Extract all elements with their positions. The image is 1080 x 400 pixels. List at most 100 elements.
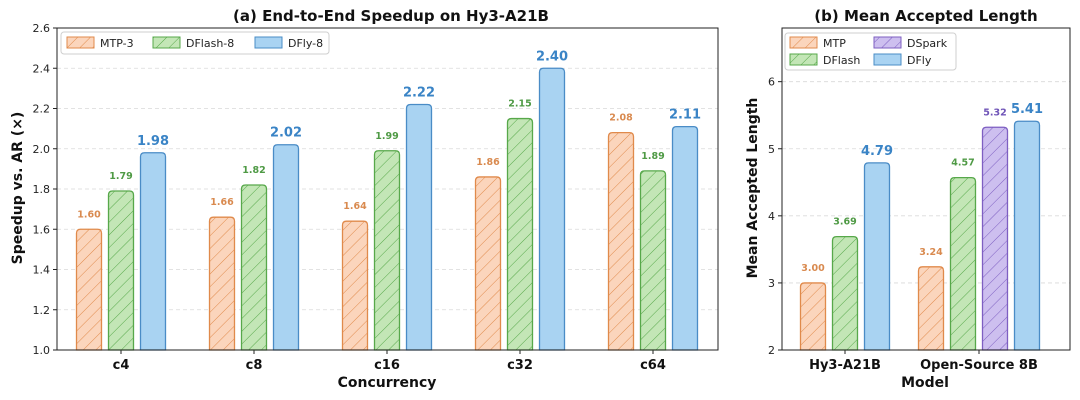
chart-a-yticks: 1.0 1.2 1.4 1.6 1.8 2.0 2.2 2.4 2.6 — [33, 22, 57, 357]
data-label-dflash-open-source-8b: 4.57 — [951, 158, 974, 169]
chart-a-title: (a) End-to-End Speedup on Hy3-A21B — [233, 7, 549, 25]
data-label-dflash-8-c32: 2.15 — [508, 99, 531, 110]
chart-b-bars — [799, 120, 1041, 351]
legend-label-mtp: MTP — [823, 37, 846, 50]
legend-label-dflash-8: DFlash-8 — [186, 37, 234, 50]
chart-b-ylabel: Mean Accepted Length — [745, 98, 761, 279]
ytick-label: 1.0 — [33, 344, 51, 357]
data-label-mtp-3-c64: 2.08 — [609, 113, 633, 124]
data-label-mtp-3-c8: 1.66 — [210, 197, 234, 208]
chart-a-bars — [75, 67, 699, 351]
chart-b-title: (b) Mean Accepted Length — [814, 7, 1037, 25]
xtick-label-c4: c4 — [113, 358, 130, 373]
bar-mtp-3-c64 — [607, 132, 635, 351]
data-label-dfly-hy3-a21b: 4.79 — [861, 144, 893, 159]
legend-swatch-dflash-8 — [152, 36, 181, 49]
data-label-mtp-open-source-8b: 3.24 — [919, 247, 943, 258]
ytick-label: 2.0 — [33, 143, 51, 156]
bar-dfly-8-c64 — [671, 125, 699, 351]
data-label-dspark-open-source-8b: 5.32 — [983, 107, 1006, 118]
ytick-label: 2.6 — [33, 22, 51, 35]
legend-swatch-dfly-8 — [254, 36, 283, 49]
legend-swatch-dspark — [873, 36, 902, 49]
bar-dflash-8-c4 — [107, 190, 135, 351]
bar-dflash-8-c32 — [506, 117, 534, 351]
chart-a-legend: MTP-3 DFlash-8 DFly-8 — [60, 31, 330, 55]
data-label-dflash-8-c64: 1.89 — [641, 151, 664, 162]
ytick-label: 1.2 — [33, 304, 51, 317]
legend-label-dspark: DSpark — [907, 37, 948, 50]
data-label-dflash-hy3-a21b: 3.69 — [833, 217, 856, 228]
bar-dspark-open-source-8b — [981, 126, 1009, 351]
chart-a-frame — [56, 27, 719, 351]
ytick-label: 3 — [768, 277, 775, 290]
data-label-dflash-8-c4: 1.79 — [109, 171, 132, 182]
data-label-dflash-8-c8: 1.82 — [242, 165, 265, 176]
xtick-label-c32: c32 — [507, 358, 533, 373]
legend-swatch-mtp — [789, 36, 818, 49]
chart-a-xlabel: Concurrency — [338, 375, 437, 391]
data-label-dfly-8-c16: 2.22 — [403, 85, 435, 100]
ytick-label: 1.8 — [33, 183, 51, 196]
xtick-label-hy3-a21b: Hy3-A21B — [809, 358, 881, 373]
bar-mtp-hy3-a21b — [799, 282, 827, 351]
legend-label-dfly-8: DFly-8 — [288, 37, 323, 50]
xtick-label-c16: c16 — [374, 358, 400, 373]
xtick-label-open-source-8b: Open-Source 8B — [920, 358, 1038, 373]
chart-a-xticks: c4 c8 c16 c32 c64 — [113, 350, 666, 373]
bar-dflash-8-c64 — [639, 170, 667, 351]
chart-b-frame — [781, 27, 1071, 351]
xtick-label-c64: c64 — [640, 358, 666, 373]
data-label-dfly-open-source-8b: 5.41 — [1011, 102, 1043, 117]
ytick-label: 2.2 — [33, 103, 51, 116]
bar-dfly-8-c8 — [272, 144, 300, 351]
legend-label-dfly: DFly — [907, 54, 932, 67]
bar-mtp-3-c8 — [208, 216, 236, 351]
bar-dflash-8-c8 — [240, 184, 268, 351]
chart-b-xlabel: Model — [901, 375, 949, 391]
accepted-length-chart: (b) Mean Accepted Length Mean Accepted L… — [745, 7, 1071, 391]
bar-mtp-3-c32 — [474, 176, 502, 351]
data-label-dfly-8-c64: 2.11 — [669, 108, 701, 123]
legend-swatch-dfly — [873, 53, 902, 66]
ytick-label: 1.4 — [33, 264, 51, 277]
bar-mtp-open-source-8b — [917, 266, 945, 351]
data-label-dfly-8-c4: 1.98 — [137, 134, 169, 149]
data-label-mtp-hy3-a21b: 3.00 — [801, 263, 825, 274]
data-label-dfly-8-c32: 2.40 — [536, 49, 568, 64]
chart-a-ylabel: Speedup vs. AR (×) — [10, 112, 26, 265]
legend-swatch-mtp-3 — [66, 36, 95, 49]
bar-dflash-open-source-8b — [949, 176, 977, 351]
ytick-label: 6 — [768, 76, 775, 89]
chart-a-data-labels: 1.60 1.79 1.98 1.66 1.82 2.02 1.64 1.99 2.22 1.86… — [77, 49, 701, 220]
bar-dfly-hy3-a21b — [863, 162, 891, 351]
ytick-label: 1.6 — [33, 223, 51, 236]
data-label-mtp-3-c16: 1.64 — [343, 201, 367, 212]
chart-b-yticks: 2 3 4 5 6 — [768, 76, 782, 357]
bar-mtp-3-c16 — [341, 220, 369, 351]
bar-dfly-8-c4 — [139, 152, 167, 351]
ytick-label: 2.4 — [33, 62, 51, 75]
chart-b-legend: MTP DSpark DFlash DFly — [784, 32, 957, 71]
bar-dfly-8-c16 — [405, 103, 433, 351]
xtick-label-c8: c8 — [246, 358, 263, 373]
bar-dfly-open-source-8b — [1013, 120, 1041, 351]
ytick-label: 4 — [768, 210, 775, 223]
chart-b-legend-box — [784, 32, 957, 71]
speedup-chart: (a) End-to-End Speedup on Hy3-A21B Speed… — [10, 7, 719, 391]
ytick-label: 2 — [768, 344, 775, 357]
bar-dfly-8-c32 — [538, 67, 566, 351]
legend-swatch-dflash — [789, 53, 818, 66]
chart-b-data-labels: 3.00 3.69 4.79 3.24 4.57 5.32 5.41 — [801, 102, 1043, 274]
legend-label-dflash: DFlash — [823, 54, 860, 67]
data-label-dfly-8-c8: 2.02 — [270, 126, 302, 141]
bar-dflash-8-c16 — [373, 150, 401, 351]
legend-label-mtp-3: MTP-3 — [100, 37, 134, 50]
ytick-label: 5 — [768, 143, 775, 156]
chart-b-xticks: Hy3-A21B Open-Source 8B — [809, 350, 1038, 373]
bar-dflash-hy3-a21b — [831, 235, 859, 351]
data-label-mtp-3-c4: 1.60 — [77, 209, 101, 220]
bar-mtp-3-c4 — [75, 228, 103, 351]
data-label-dflash-8-c16: 1.99 — [375, 131, 398, 142]
